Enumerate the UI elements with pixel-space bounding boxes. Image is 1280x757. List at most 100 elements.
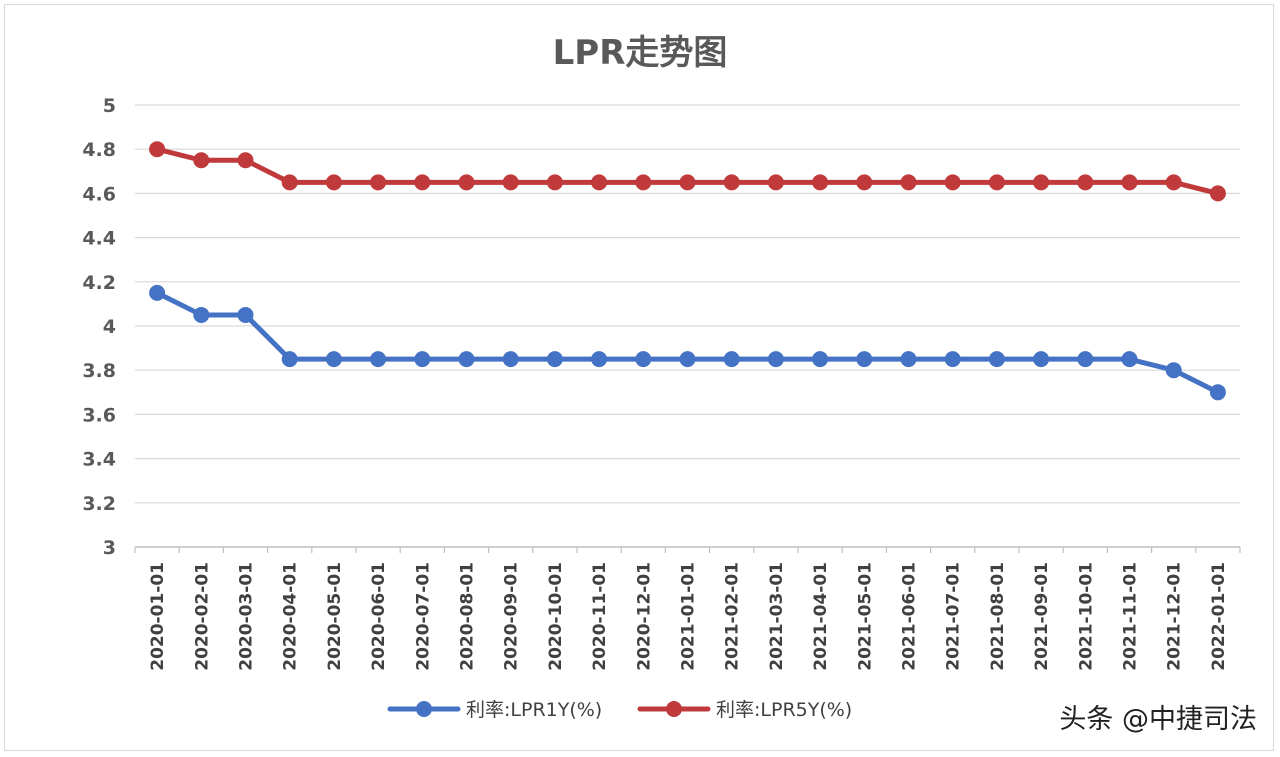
x-tick-label: 2020-09-01 (502, 562, 522, 671)
y-tick-label: 3.6 (82, 404, 116, 426)
legend: 利率:LPR1Y(%) 利率:LPR5Y(%) (387, 699, 852, 721)
chart-frame (4, 4, 1274, 751)
x-tick-label: 2021-09-01 (1032, 562, 1052, 671)
x-tick-label: 2021-12-01 (1165, 562, 1185, 671)
x-tick-label: 2021-06-01 (900, 562, 920, 671)
series-1 (149, 284, 1226, 401)
x-tick-label: 2021-08-01 (988, 562, 1008, 671)
data-point (1209, 185, 1226, 202)
data-point (458, 351, 475, 368)
data-point (1033, 174, 1050, 191)
series-line (154, 290, 1221, 395)
data-point (193, 152, 210, 169)
axes (134, 546, 1241, 553)
x-tick-label: 2020-11-01 (590, 562, 610, 671)
data-point (1077, 174, 1094, 191)
data-point (812, 351, 829, 368)
y-tick-label: 4.2 (82, 272, 116, 294)
data-point (149, 141, 166, 158)
data-point (325, 174, 342, 191)
data-point (723, 174, 740, 191)
y-tick-label: 3 (103, 537, 116, 559)
data-point (635, 174, 652, 191)
data-point (1209, 384, 1226, 401)
y-tick-label: 4.4 (82, 228, 116, 250)
x-tick-label: 2020-05-01 (325, 562, 345, 671)
x-tick-label: 2021-11-01 (1121, 562, 1141, 671)
data-point (900, 351, 917, 368)
data-point (591, 174, 608, 191)
x-tick-label: 2020-04-01 (281, 562, 301, 671)
data-point (767, 174, 784, 191)
x-tick-label: 2020-02-01 (192, 562, 212, 671)
data-point (900, 174, 917, 191)
x-tick-label: 2022-01-01 (1209, 562, 1229, 671)
data-point (546, 351, 563, 368)
legend-label: 利率:LPR1Y(%) (466, 699, 602, 721)
x-axis-ticks: 2020-01-01 2020-02-01 2020-03-01 2020-04-01… (148, 562, 1229, 671)
data-point (370, 351, 387, 368)
legend-item: 利率:LPR5Y(%) (637, 699, 852, 721)
y-tick-label: 3.4 (82, 449, 116, 471)
x-tick-label: 2020-10-01 (546, 562, 566, 671)
data-point (502, 174, 519, 191)
y-tick-label: 3.2 (82, 493, 116, 515)
series (149, 141, 1226, 401)
data-point (1165, 362, 1182, 379)
x-tick-label: 2020-03-01 (237, 562, 257, 671)
legend-swatch-marker (416, 701, 432, 717)
data-point (1033, 351, 1050, 368)
legend-swatch-marker (666, 701, 682, 717)
x-tick-label: 2021-01-01 (679, 562, 699, 671)
data-point (988, 174, 1005, 191)
data-point (458, 174, 475, 191)
data-point (767, 351, 784, 368)
data-point (591, 351, 608, 368)
data-point (1165, 174, 1182, 191)
data-point (1077, 351, 1094, 368)
x-tick-label: 2020-08-01 (458, 562, 478, 671)
y-tick-label: 3.8 (82, 360, 116, 382)
data-point (812, 174, 829, 191)
x-tick-label: 2020-12-01 (634, 562, 654, 671)
data-point (281, 174, 298, 191)
x-tick-label: 2021-02-01 (723, 562, 743, 671)
data-point (237, 306, 254, 323)
legend-item: 利率:LPR1Y(%) (387, 699, 602, 721)
data-point (1121, 351, 1138, 368)
x-tick-label: 2021-10-01 (1076, 562, 1096, 671)
y-tick-label: 4.6 (82, 183, 116, 205)
data-point (723, 351, 740, 368)
data-point (1121, 174, 1138, 191)
data-point (414, 351, 431, 368)
data-point (325, 351, 342, 368)
y-tick-label: 4 (103, 316, 116, 338)
data-point (281, 351, 298, 368)
data-point (679, 174, 696, 191)
x-tick-label: 2020-01-01 (148, 562, 168, 671)
data-point (856, 351, 873, 368)
x-tick-label: 2021-07-01 (944, 562, 964, 671)
data-point (635, 351, 652, 368)
y-tick-label: 4.8 (82, 139, 116, 161)
data-point (414, 174, 431, 191)
x-tick-label: 2021-05-01 (855, 562, 875, 671)
x-tick-label: 2020-06-01 (369, 562, 389, 671)
data-point (237, 152, 254, 169)
data-point (944, 351, 961, 368)
data-point (679, 351, 696, 368)
x-tick-label: 2021-04-01 (811, 562, 831, 671)
data-point (149, 284, 166, 301)
y-axis-ticks: 3 3.2 3.4 3.6 3.8 4 4.2 4.4 4.6 4.8 5 (82, 95, 116, 559)
data-point (988, 351, 1005, 368)
chart-title: LPR走势图 (553, 33, 728, 73)
data-point (193, 306, 210, 323)
legend-label: 利率:LPR5Y(%) (716, 699, 852, 721)
data-point (944, 174, 961, 191)
watermark: 头条 @中捷司法 (1059, 704, 1257, 735)
y-tick-label: 5 (103, 95, 116, 117)
x-tick-label: 2020-07-01 (413, 562, 433, 671)
data-point (856, 174, 873, 191)
x-tick-label: 2021-03-01 (767, 562, 787, 671)
